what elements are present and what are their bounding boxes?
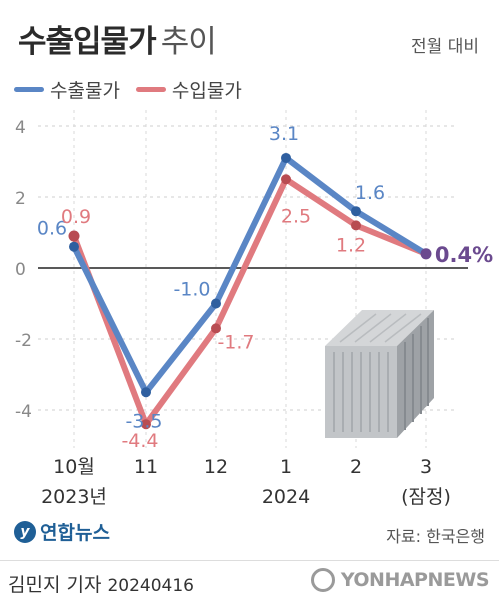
legend-label-export: 수출물가	[50, 80, 120, 102]
export-value-label: 1.6	[355, 182, 385, 204]
x-tick-label: 10월	[53, 456, 95, 478]
x-tick-sublabel: (잠정)	[401, 486, 451, 508]
export-value-label: 3.1	[269, 123, 299, 145]
import-point	[211, 323, 221, 334]
x-tick-label: 3	[420, 456, 432, 478]
watermark-text: YONHAPNEWS	[340, 569, 490, 591]
y-tick-label: 0	[15, 260, 26, 280]
yonhap-logo: y 연합뉴스	[14, 518, 110, 545]
import-value-label: 1.2	[336, 234, 366, 256]
chart-subtitle: 전월 대비	[411, 37, 479, 57]
publish-date: 20240416	[107, 576, 194, 596]
legend-item-export: 수출물가	[14, 76, 120, 103]
import-value-label: -1.7	[217, 331, 254, 353]
logo-text: 연합뉴스	[40, 522, 110, 544]
x-tick-sublabel: 2024	[262, 486, 310, 508]
legend-label-import: 수입물가	[171, 80, 242, 102]
y-tick-label: -4	[15, 402, 32, 422]
import-point	[351, 220, 361, 231]
x-tick-label: 2	[350, 456, 362, 478]
legend-item-import: 수입물가	[135, 76, 242, 103]
import-value-label: 2.5	[281, 205, 311, 227]
reporter-name: 김민지 기자	[8, 574, 102, 596]
export-point	[141, 387, 151, 398]
footer-divider	[0, 560, 499, 561]
export-point	[281, 152, 291, 163]
x-tick-label: 11	[134, 456, 158, 478]
watermark: YONHAPNEWS	[310, 568, 490, 592]
y-tick-label: -2	[15, 331, 32, 351]
x-tick-sublabel: 2023년	[41, 486, 107, 508]
source-note: 자료: 한국은행	[386, 527, 485, 546]
title-light: 추이	[160, 24, 217, 60]
chart-title: 수출입물가 추이	[18, 16, 217, 61]
export-value-label: 0.6	[37, 218, 67, 240]
final-point	[420, 248, 432, 260]
export-point	[69, 241, 79, 252]
import-point	[68, 230, 80, 242]
y-tick-label: 2	[15, 189, 26, 209]
export-value-label: -1.0	[173, 279, 210, 301]
import-point	[281, 174, 291, 185]
import-price-line	[71, 176, 429, 428]
export-point	[351, 206, 361, 217]
legend-swatch-import	[135, 87, 166, 92]
import-value-label: 0.9	[61, 206, 91, 228]
final-value-label: 0.4%	[435, 243, 493, 267]
yonhap-logo-icon: y	[14, 520, 36, 543]
x-tick-label: 12	[204, 456, 228, 478]
legend-swatch-export	[14, 87, 44, 92]
export-value-label: -3.5	[125, 410, 162, 432]
x-tick-label: 1	[280, 456, 292, 478]
export-price-line	[71, 154, 429, 396]
watermark-circle-icon	[310, 568, 335, 592]
byline: 김민지 기자 20240416	[8, 570, 194, 597]
import-point	[141, 419, 151, 430]
export-point	[211, 298, 221, 309]
import-value-label: -4.4	[121, 430, 158, 452]
shipping-container-icon	[325, 310, 434, 438]
title-bold: 수출입물가	[18, 24, 157, 60]
legend: 수출물가 수입물가	[14, 76, 242, 103]
y-tick-label: 4	[15, 118, 26, 138]
